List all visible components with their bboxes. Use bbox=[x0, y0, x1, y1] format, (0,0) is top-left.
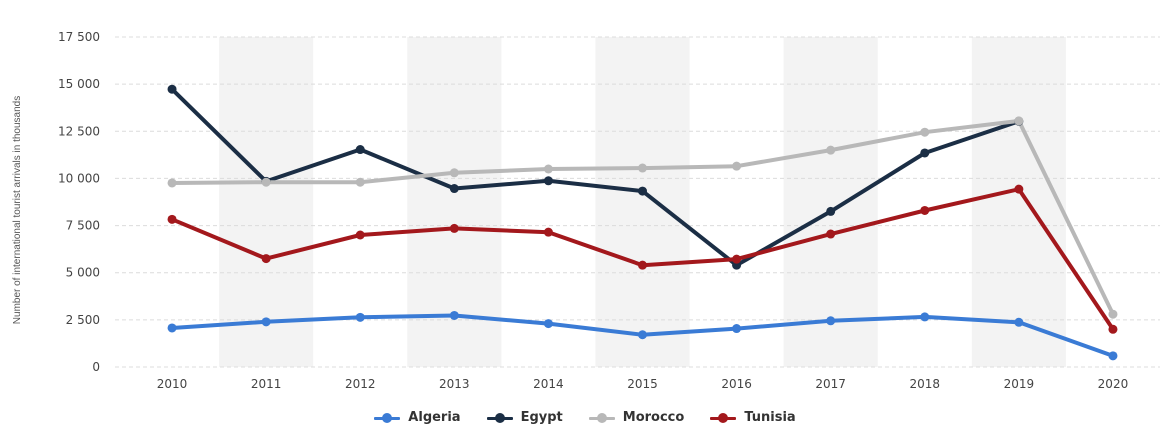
column-band bbox=[783, 37, 878, 367]
legend-swatch bbox=[374, 412, 401, 423]
legend-label: Morocco bbox=[622, 410, 685, 425]
legend-swatch bbox=[710, 412, 737, 423]
data-point-algeria[interactable] bbox=[638, 330, 647, 340]
x-tick-label: 2011 bbox=[251, 377, 282, 391]
y-tick-label: 5 000 bbox=[66, 266, 100, 280]
data-point-tunisia[interactable] bbox=[1108, 324, 1118, 334]
x-tick-label: 2019 bbox=[1004, 377, 1035, 391]
y-tick-labels: 0 2 500 5 000 7 500 10 000 12 500 15 000 17 500 bbox=[58, 30, 100, 374]
x-tick-label: 2020 bbox=[1098, 377, 1129, 391]
legend-label: Tunisia bbox=[744, 410, 796, 425]
data-point-egypt[interactable] bbox=[543, 176, 553, 186]
data-point-tunisia[interactable] bbox=[826, 229, 836, 239]
column-band bbox=[219, 37, 314, 367]
data-point-morocco[interactable] bbox=[355, 177, 365, 187]
y-tick-label: 0 bbox=[92, 360, 100, 374]
chart-legend: Algeria Egypt Morocco Tunisia bbox=[0, 410, 1170, 425]
data-point-algeria[interactable] bbox=[167, 323, 177, 333]
series-points bbox=[167, 84, 1118, 361]
data-point-morocco[interactable] bbox=[638, 163, 647, 173]
data-point-algeria[interactable] bbox=[920, 312, 930, 322]
data-point-algeria[interactable] bbox=[543, 319, 553, 329]
data-point-morocco[interactable] bbox=[920, 127, 930, 137]
x-tick-label: 2013 bbox=[439, 377, 470, 391]
x-tick-label: 2010 bbox=[157, 377, 188, 391]
x-tick-labels: 2010 2011 2012 2013 2014 2015 2016 2017 2018 2019… bbox=[157, 377, 1128, 391]
data-point-algeria[interactable] bbox=[826, 316, 836, 326]
data-point-morocco[interactable] bbox=[543, 164, 553, 174]
x-tick-label: 2016 bbox=[721, 377, 752, 391]
data-point-tunisia[interactable] bbox=[1014, 184, 1024, 194]
legend-item-morocco[interactable]: Morocco bbox=[588, 410, 685, 425]
data-point-morocco[interactable] bbox=[1014, 116, 1024, 126]
data-point-algeria[interactable] bbox=[1108, 351, 1118, 361]
data-point-egypt[interactable] bbox=[826, 206, 836, 216]
data-point-tunisia[interactable] bbox=[449, 223, 459, 233]
data-point-morocco[interactable] bbox=[1108, 309, 1118, 319]
data-point-tunisia[interactable] bbox=[355, 230, 365, 240]
x-tick-label: 2015 bbox=[627, 377, 658, 391]
y-tick-label: 10 000 bbox=[58, 171, 100, 185]
x-tick-label: 2014 bbox=[533, 377, 564, 391]
y-axis-label: Number of international tourist arrivals… bbox=[12, 96, 23, 324]
data-point-tunisia[interactable] bbox=[638, 260, 647, 270]
data-point-tunisia[interactable] bbox=[543, 227, 553, 237]
y-tick-label: 2 500 bbox=[66, 313, 100, 327]
column-band bbox=[971, 37, 1066, 367]
x-tick-label: 2012 bbox=[345, 377, 376, 391]
series-line-egypt bbox=[170, 87, 1021, 268]
column-band bbox=[595, 37, 690, 367]
legend-swatch bbox=[588, 412, 615, 423]
data-point-egypt[interactable] bbox=[355, 145, 365, 155]
data-point-algeria[interactable] bbox=[1014, 317, 1024, 327]
data-point-morocco[interactable] bbox=[261, 177, 271, 187]
data-point-tunisia[interactable] bbox=[920, 205, 930, 215]
data-point-egypt[interactable] bbox=[167, 84, 177, 94]
data-point-tunisia[interactable] bbox=[167, 214, 177, 224]
y-tick-label: 15 000 bbox=[58, 77, 100, 91]
data-point-morocco[interactable] bbox=[732, 161, 742, 171]
data-point-tunisia[interactable] bbox=[261, 254, 271, 264]
x-tick-label: 2018 bbox=[909, 377, 940, 391]
line-chart: 0 2 500 5 000 7 500 10 000 12 500 15 000 17 500… bbox=[12, 30, 1160, 391]
legend-item-egypt[interactable]: Egypt bbox=[486, 410, 563, 425]
data-point-tunisia[interactable] bbox=[732, 254, 742, 264]
y-tick-label: 7 500 bbox=[66, 219, 100, 233]
data-point-algeria[interactable] bbox=[355, 312, 365, 322]
alternating-column-bands bbox=[219, 37, 1066, 367]
data-point-algeria[interactable] bbox=[261, 317, 271, 327]
legend-swatch bbox=[486, 412, 513, 423]
y-tick-label: 17 500 bbox=[58, 30, 100, 44]
data-point-egypt[interactable] bbox=[449, 184, 459, 194]
data-point-morocco[interactable] bbox=[167, 178, 177, 188]
data-point-morocco[interactable] bbox=[826, 145, 836, 155]
data-point-egypt[interactable] bbox=[638, 186, 647, 196]
legend-label: Algeria bbox=[408, 410, 461, 425]
data-point-algeria[interactable] bbox=[449, 310, 459, 320]
data-point-algeria[interactable] bbox=[732, 324, 742, 334]
x-tick-label: 2017 bbox=[815, 377, 846, 391]
legend-item-tunisia[interactable]: Tunisia bbox=[710, 410, 796, 425]
legend-item-algeria[interactable]: Algeria bbox=[374, 410, 461, 425]
y-tick-label: 12 500 bbox=[58, 124, 100, 138]
data-point-morocco[interactable] bbox=[449, 168, 459, 178]
data-point-egypt[interactable] bbox=[920, 148, 930, 158]
legend-label: Egypt bbox=[520, 410, 563, 425]
